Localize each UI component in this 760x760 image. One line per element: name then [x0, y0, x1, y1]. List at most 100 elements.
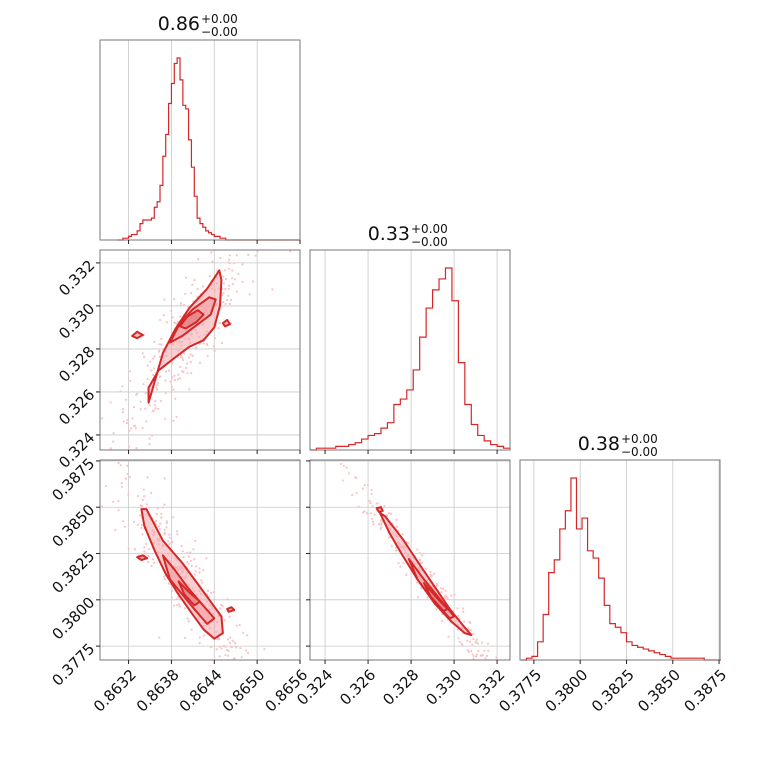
scatter-point: [119, 464, 122, 467]
scatter-point: [171, 540, 174, 544]
scatter-point: [158, 355, 162, 358]
scatter-point: [183, 607, 186, 610]
title-p2-plus: +0.00: [621, 432, 658, 446]
scatter-point: [163, 298, 166, 301]
scatter-point: [168, 369, 171, 372]
scatter-point: [109, 447, 112, 450]
scatter-point: [124, 398, 128, 401]
scatter-point: [470, 650, 473, 653]
scatter-point: [376, 502, 379, 505]
scatter-point: [462, 607, 465, 610]
scatter-point: [181, 358, 184, 362]
scatter-point: [430, 575, 433, 578]
scatter-point: [152, 367, 155, 370]
scatter-point: [157, 350, 161, 353]
scatter-point: [139, 408, 142, 411]
scatter-point: [187, 356, 190, 359]
scatter-point: [184, 292, 187, 295]
scatter-point: [231, 269, 234, 272]
scatter-point: [133, 520, 136, 523]
panel-frame: [99, 459, 301, 661]
scatter-point: [444, 589, 447, 592]
scatter-point: [213, 349, 216, 353]
x-tick-label: 0.3825: [588, 666, 638, 716]
scatter-point: [121, 385, 124, 388]
scatter-point: [202, 634, 206, 637]
scatter-point: [247, 651, 250, 655]
scatter-point: [226, 298, 229, 302]
x-tick-label: 0.3850: [634, 666, 684, 716]
y-tick-label: 0.3775: [49, 640, 99, 690]
scatter-point: [369, 512, 372, 515]
scatter-point: [222, 282, 225, 285]
scatter-point: [405, 573, 408, 577]
scatter-point: [239, 647, 242, 650]
histogram-series-p2: [520, 477, 721, 661]
scatter-point: [112, 440, 115, 443]
scatter-point: [447, 635, 450, 638]
scatter-point: [164, 417, 167, 420]
scatter-point: [355, 476, 358, 479]
scatter-point: [469, 640, 472, 644]
scatter-point: [132, 406, 136, 409]
scatter-point: [160, 400, 163, 403]
scatter-point: [198, 567, 201, 570]
scatter-point: [156, 507, 159, 510]
scatter-point: [254, 254, 257, 257]
scatter-point: [435, 582, 438, 586]
scatter-point: [139, 514, 142, 517]
scatter-point: [194, 539, 197, 543]
scatter-point: [456, 607, 459, 610]
scatter-point: [213, 337, 217, 340]
scatter-point: [146, 378, 149, 381]
scatter-point: [133, 424, 136, 427]
histogram-series-p1: [310, 267, 511, 451]
scatter-point: [131, 417, 134, 420]
scatter-point: [125, 422, 129, 425]
scatter-point: [168, 542, 171, 546]
scatter-point: [172, 516, 175, 519]
contour-level: [375, 506, 384, 513]
scatter-point: [216, 638, 219, 641]
scatter-point: [151, 558, 154, 561]
scatter-point: [219, 607, 222, 610]
scatter-point: [179, 315, 182, 318]
scatter-point: [143, 495, 146, 498]
scatter-point: [231, 277, 234, 280]
scatter-point: [466, 649, 469, 652]
scatter-point: [228, 641, 232, 645]
scatter-point: [416, 548, 419, 551]
scatter-point: [141, 533, 144, 536]
scatter-point: [361, 487, 364, 490]
scatter-point: [467, 627, 470, 630]
scatter-point: [366, 484, 369, 487]
scatter-point: [228, 615, 231, 618]
scatter-point: [224, 287, 227, 291]
contour-level: [422, 582, 449, 612]
scatter-point: [156, 382, 159, 385]
scatter-point: [453, 593, 456, 596]
scatter-point: [240, 656, 243, 659]
scatter-point: [481, 654, 485, 657]
scatter-point: [383, 504, 386, 508]
scatter-point: [456, 628, 459, 631]
hist-panel-p1: [309, 249, 511, 454]
scatter-point: [176, 530, 179, 533]
scatter-point: [224, 645, 227, 648]
scatter-point: [407, 542, 410, 545]
scatter-point: [171, 589, 174, 592]
title-p0: 0.86: [158, 13, 200, 35]
x-tick-label: 0.8644: [176, 666, 226, 716]
scatter-point: [173, 298, 176, 301]
scatter-point: [141, 498, 144, 502]
scatter-point: [155, 386, 158, 389]
scatter-point: [186, 372, 189, 375]
scatter-point: [158, 318, 162, 322]
scatter-point: [133, 548, 137, 551]
scatter-point: [176, 320, 179, 323]
scatter-point: [176, 604, 179, 607]
scatter-point: [481, 641, 484, 644]
scatter-point: [485, 654, 488, 658]
scatter-point: [189, 551, 192, 554]
scatter-point: [223, 269, 226, 272]
